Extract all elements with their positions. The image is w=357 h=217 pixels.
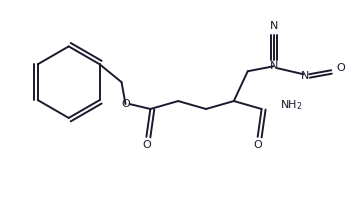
Text: O: O — [142, 140, 151, 150]
Text: N: N — [301, 71, 310, 81]
Text: O: O — [337, 63, 346, 73]
Text: N: N — [270, 21, 278, 31]
Text: N: N — [270, 61, 278, 71]
Text: O: O — [253, 140, 262, 150]
Text: O: O — [121, 99, 130, 109]
Text: NH$_2$: NH$_2$ — [280, 98, 302, 112]
